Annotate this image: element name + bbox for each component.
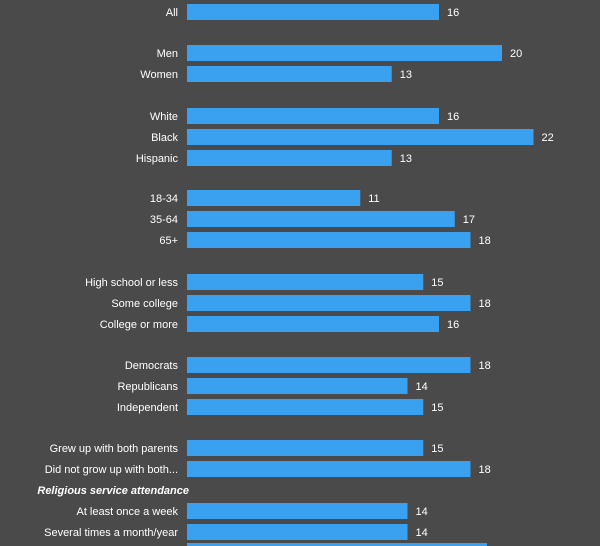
bar: [187, 524, 408, 540]
section-label: Religious service attendance: [37, 485, 189, 497]
category-label: Hispanic: [136, 153, 179, 165]
bars-layer: All 16 Men 20 Women 13 White 16 Black 22 Hispanic 1…: [37, 4, 554, 546]
value-label: 15: [431, 402, 443, 414]
category-label: Democrats: [125, 360, 179, 372]
category-label: 65+: [159, 235, 178, 247]
category-label: 35-64: [150, 214, 178, 226]
category-label: 18-34: [150, 193, 178, 205]
value-label: 14: [416, 506, 428, 518]
category-label: At least once a week: [76, 506, 178, 518]
value-label: 13: [400, 153, 412, 165]
bar: [187, 357, 471, 373]
value-label: 22: [542, 132, 554, 144]
category-label: White: [150, 111, 178, 123]
bar: [187, 503, 408, 519]
bar: [187, 274, 424, 290]
bar: [187, 129, 534, 145]
bar: [187, 190, 361, 206]
category-label: Grew up with both parents: [50, 443, 179, 455]
value-label: 16: [447, 7, 459, 19]
category-label: Some college: [111, 298, 178, 310]
value-label: 18: [479, 235, 491, 247]
value-label: 15: [431, 277, 443, 289]
bar: [187, 108, 439, 124]
category-label: Did not grow up with both...: [45, 464, 178, 476]
bar: [187, 378, 408, 394]
value-label: 20: [510, 48, 522, 60]
value-label: 17: [463, 214, 475, 226]
value-label: 16: [447, 319, 459, 331]
category-label: College or more: [100, 319, 178, 331]
value-label: 15: [431, 443, 443, 455]
bar: [187, 316, 439, 332]
bar: [187, 66, 392, 82]
category-label: Independent: [117, 402, 178, 414]
bar: [187, 45, 502, 61]
value-label: 13: [400, 69, 412, 81]
bar: [187, 440, 424, 456]
value-label: 18: [479, 464, 491, 476]
value-label: 18: [479, 360, 491, 372]
bar: [187, 399, 424, 415]
category-label: High school or less: [85, 277, 178, 289]
category-label: Women: [140, 69, 178, 81]
category-label: Men: [157, 48, 178, 60]
bar: [187, 150, 392, 166]
value-label: 18: [479, 298, 491, 310]
value-label: 14: [416, 381, 428, 393]
bar: [187, 211, 455, 227]
category-label: Black: [151, 132, 178, 144]
category-label: All: [166, 7, 178, 19]
bar: [187, 4, 439, 20]
value-label: 11: [368, 193, 379, 205]
value-label: 14: [416, 527, 428, 539]
bar: [187, 543, 487, 546]
value-label: 16: [447, 111, 459, 123]
bar: [187, 232, 471, 248]
category-label: Republicans: [117, 381, 178, 393]
bar: [187, 295, 471, 311]
category-label: Several times a month/year: [44, 527, 178, 539]
bar: [187, 461, 471, 477]
